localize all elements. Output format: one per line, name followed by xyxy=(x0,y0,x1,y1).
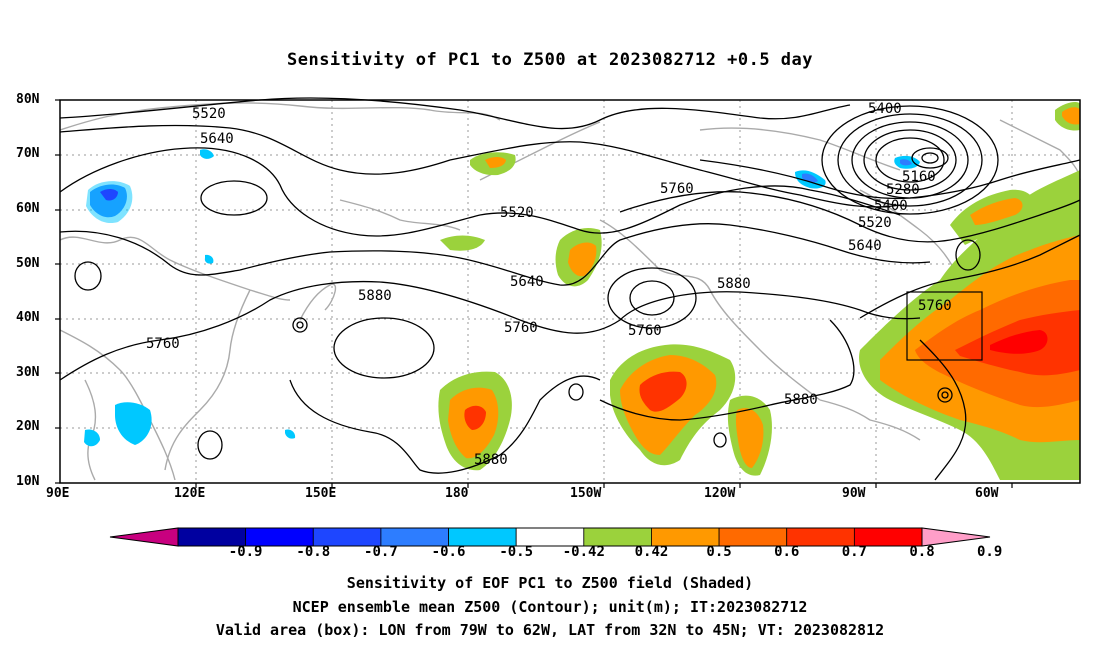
colorbar-tick-label: 0.6 xyxy=(774,544,800,560)
lon-label-60w: 60W xyxy=(975,486,999,501)
colorbar-tick-label: 0.5 xyxy=(706,544,732,560)
z500-contours xyxy=(59,97,1081,481)
contour-label: 5280 xyxy=(886,182,920,198)
lat-label-50n: 50N xyxy=(16,256,40,271)
lon-label-120w: 120W xyxy=(704,486,736,501)
lat-label-30n: 30N xyxy=(16,365,40,380)
contour-label: 5760 xyxy=(628,323,662,339)
colorbar-tick-label: -0.6 xyxy=(431,544,466,560)
contour-label: 5760 xyxy=(146,336,180,352)
contour-label: 5880 xyxy=(717,276,751,292)
lon-label-90w: 90W xyxy=(842,486,866,501)
contour-label: 5880 xyxy=(784,392,818,408)
colorbar-ticks: -0.9 -0.8 -0.7 -0.6 -0.5 -0.42 0.42 0.5 0.6 0.7 0.… xyxy=(0,544,1100,564)
contour-label: 5520 xyxy=(192,106,226,122)
colorbar-tick-label: -0.9 xyxy=(228,544,263,560)
colorbar-tick-label: 0.42 xyxy=(634,544,669,560)
lat-label-10n: 10N xyxy=(16,474,40,489)
colorbar-tick-label: 0.9 xyxy=(976,544,1003,560)
map-ticks xyxy=(55,99,1013,488)
contour-label: 5400 xyxy=(868,101,902,117)
lon-label-180: 180 xyxy=(445,486,469,501)
contour-label: 5640 xyxy=(510,274,544,290)
colorbar-swatches xyxy=(109,527,991,547)
lon-label-90e: 90E xyxy=(46,486,70,501)
lat-label-80n: 80N xyxy=(16,92,40,107)
colorbar-tick-label: -0.8 xyxy=(296,544,331,560)
valid-area-box xyxy=(906,291,983,361)
contour-label: 5760 xyxy=(504,320,538,336)
contour-label: 5760 xyxy=(918,298,952,314)
colorbar-tick-label: 0.8 xyxy=(909,544,935,560)
negative-sensitivity-shading xyxy=(84,149,920,447)
sensitivity-map: 5520 5640 5400 5160 5280 5400 5520 5640 … xyxy=(55,97,1081,488)
contour-labels: 5520 5640 5400 5160 5280 5400 5520 5640 … xyxy=(146,101,952,468)
contour-label: 5760 xyxy=(660,181,694,197)
footer-line-1: Sensitivity of EOF PC1 to Z500 field (Sh… xyxy=(346,574,754,592)
map-title: Sensitivity of PC1 to Z500 at 2023082712… xyxy=(286,50,813,70)
colorbar-tick-label: -0.42 xyxy=(562,544,605,560)
lat-label-60n: 60N xyxy=(16,201,40,216)
lon-label-150e: 150E xyxy=(305,486,337,501)
contour-label: 5640 xyxy=(200,131,234,147)
lat-label-20n: 20N xyxy=(16,419,40,434)
contour-label: 5400 xyxy=(874,198,908,214)
lat-label-70n: 70N xyxy=(16,146,40,161)
colorbar xyxy=(109,527,991,547)
contour-label: 5880 xyxy=(358,288,392,304)
positive-sensitivity-shading xyxy=(438,102,1080,480)
lon-label-120e: 120E xyxy=(174,486,206,501)
lat-label-40n: 40N xyxy=(16,310,40,325)
colorbar-tick-label: -0.7 xyxy=(364,544,398,560)
footer-line-3: Valid area (box): LON from 79W to 62W, L… xyxy=(215,621,885,639)
colorbar-tick-label: 0.7 xyxy=(841,544,867,560)
contour-label: 5640 xyxy=(848,238,882,254)
map-frame xyxy=(59,99,1081,484)
contour-label: 5160 xyxy=(902,169,936,185)
contour-label: 5520 xyxy=(500,205,534,221)
colorbar-tick-label: -0.5 xyxy=(499,544,534,560)
footer-line-2: NCEP ensemble mean Z500 (Contour); unit(… xyxy=(292,598,808,616)
contour-label: 5880 xyxy=(474,452,508,468)
lon-label-150w: 150W xyxy=(570,486,602,501)
contour-label: 5520 xyxy=(858,215,892,231)
